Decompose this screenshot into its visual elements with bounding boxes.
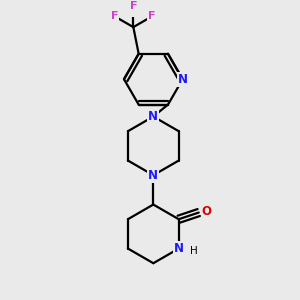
Text: N: N <box>148 110 158 123</box>
Text: N: N <box>178 73 188 86</box>
Text: O: O <box>202 205 212 218</box>
Text: F: F <box>130 1 137 11</box>
Text: F: F <box>111 11 118 21</box>
Text: N: N <box>174 242 184 255</box>
Text: N: N <box>148 169 158 182</box>
Text: H: H <box>190 246 198 256</box>
Text: F: F <box>148 11 156 21</box>
